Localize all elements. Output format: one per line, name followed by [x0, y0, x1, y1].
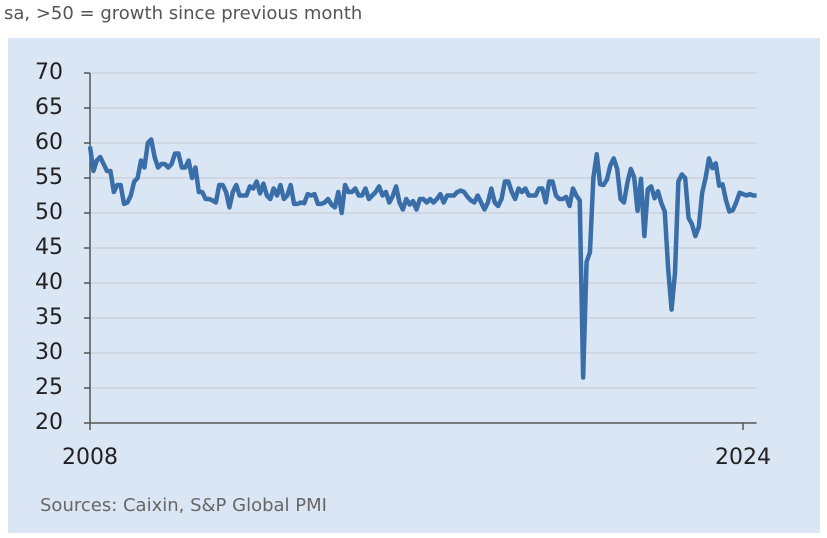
y-tick-label: 65: [35, 95, 63, 120]
y-tick-label: 20: [35, 410, 63, 435]
y-tick-label: 55: [35, 165, 63, 190]
y-tick-label: 45: [35, 235, 63, 260]
y-tick-label: 70: [35, 60, 63, 85]
y-tick-label: 60: [35, 130, 63, 155]
y-tick-label: 35: [35, 305, 63, 330]
plot-panel: [8, 38, 820, 533]
y-tick-label: 30: [35, 340, 63, 365]
source-note: Sources: Caixin, S&P Global PMI: [40, 495, 327, 516]
chart-subtitle: sa, >50 = growth since previous month: [4, 3, 362, 24]
y-tick-label: 50: [35, 200, 63, 225]
x-tick-label: 2024: [715, 445, 771, 470]
y-tick-label: 40: [35, 270, 63, 295]
x-tick-label: 2008: [62, 445, 118, 470]
series-line: [87, 137, 757, 380]
y-tick-label: 25: [35, 375, 63, 400]
